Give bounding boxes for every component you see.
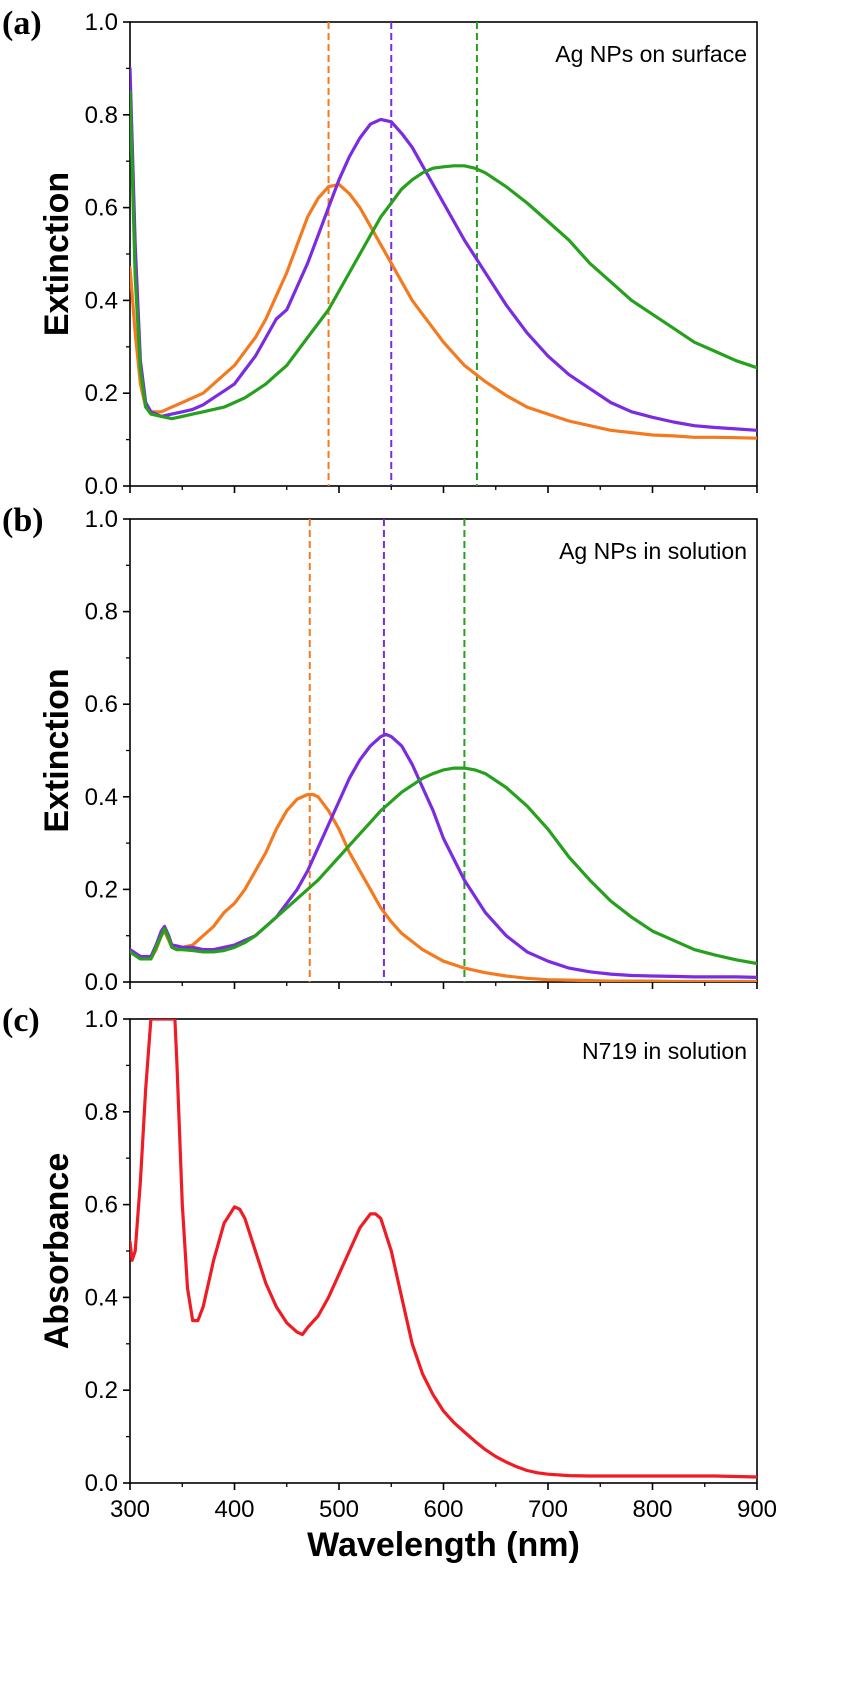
chart-panel-a: 0.0 0.2 0.4 0.6 0.8 1.0 (a) Ag NPs on surface Ex… xyxy=(2,5,758,500)
y-tick-label: 0.2 xyxy=(85,876,118,903)
y-tick-label: 0.0 xyxy=(85,1470,118,1497)
series-line-1 xyxy=(130,792,757,982)
y-tick-label: 0.8 xyxy=(85,102,118,129)
y-tick-label: 0.6 xyxy=(85,1192,118,1219)
x-tick-label: 700 xyxy=(528,1496,568,1523)
y-tick-label: 0.2 xyxy=(85,380,118,407)
x-tick-label: 300 xyxy=(110,1496,150,1523)
panel-annotation: Ag NPs in solution xyxy=(559,538,747,564)
y-tick-label: 0.8 xyxy=(85,1099,118,1126)
series-line-1 xyxy=(130,182,757,440)
y-tick-label: 1.0 xyxy=(85,9,118,36)
y-tick-label: 0.0 xyxy=(85,473,118,500)
panel-label: (a) xyxy=(2,5,42,42)
series-group xyxy=(130,1019,757,1479)
y-tick-label: 0.6 xyxy=(85,195,118,222)
series-line-2 xyxy=(130,66,757,432)
y-axis-title: Extinction xyxy=(38,172,76,336)
x-tick-label: 900 xyxy=(737,1496,777,1523)
y-axis-title: Absorbance xyxy=(38,1153,76,1350)
series-group xyxy=(130,732,757,982)
y-tick-label: 0.4 xyxy=(85,784,118,811)
x-tick-label: 800 xyxy=(632,1496,672,1523)
panel-label: (c) xyxy=(2,1002,40,1039)
y-tick-label: 1.0 xyxy=(85,506,118,533)
panel-annotation: N719 in solution xyxy=(582,1038,747,1064)
series-line-1 xyxy=(130,1019,757,1479)
chart-panel-b: 0.0 0.2 0.4 0.6 0.8 1.0 (b) Ag NPs in solution E… xyxy=(2,502,758,996)
chart-panel-c: 0.0 0.2 0.4 0.6 0.8 1.0 300 400 500 600 700 800 900 (… xyxy=(2,1002,777,1564)
x-tick-label: 500 xyxy=(319,1496,359,1523)
x-tick-label: 400 xyxy=(214,1496,254,1523)
y-tick-label: 0.6 xyxy=(85,691,118,718)
x-tick-label: 600 xyxy=(423,1496,463,1523)
y-tick-label: 1.0 xyxy=(85,1006,118,1033)
series-line-3 xyxy=(130,90,757,421)
y-tick-label: 0.2 xyxy=(85,1377,118,1404)
y-tick-label: 0.4 xyxy=(85,1284,118,1311)
y-tick-label: 0.8 xyxy=(85,599,118,626)
series-line-3 xyxy=(130,766,757,966)
series-group xyxy=(130,66,757,440)
series-line-2 xyxy=(130,732,757,979)
panel-annotation: Ag NPs on surface xyxy=(555,41,747,67)
x-axis-title: Wavelength (nm) xyxy=(307,1526,580,1564)
y-axis-title: Extinction xyxy=(38,668,76,832)
panel-label: (b) xyxy=(2,502,44,539)
y-tick-label: 0.0 xyxy=(85,969,118,996)
y-tick-label: 0.4 xyxy=(85,287,118,314)
plot-frame xyxy=(129,21,758,487)
